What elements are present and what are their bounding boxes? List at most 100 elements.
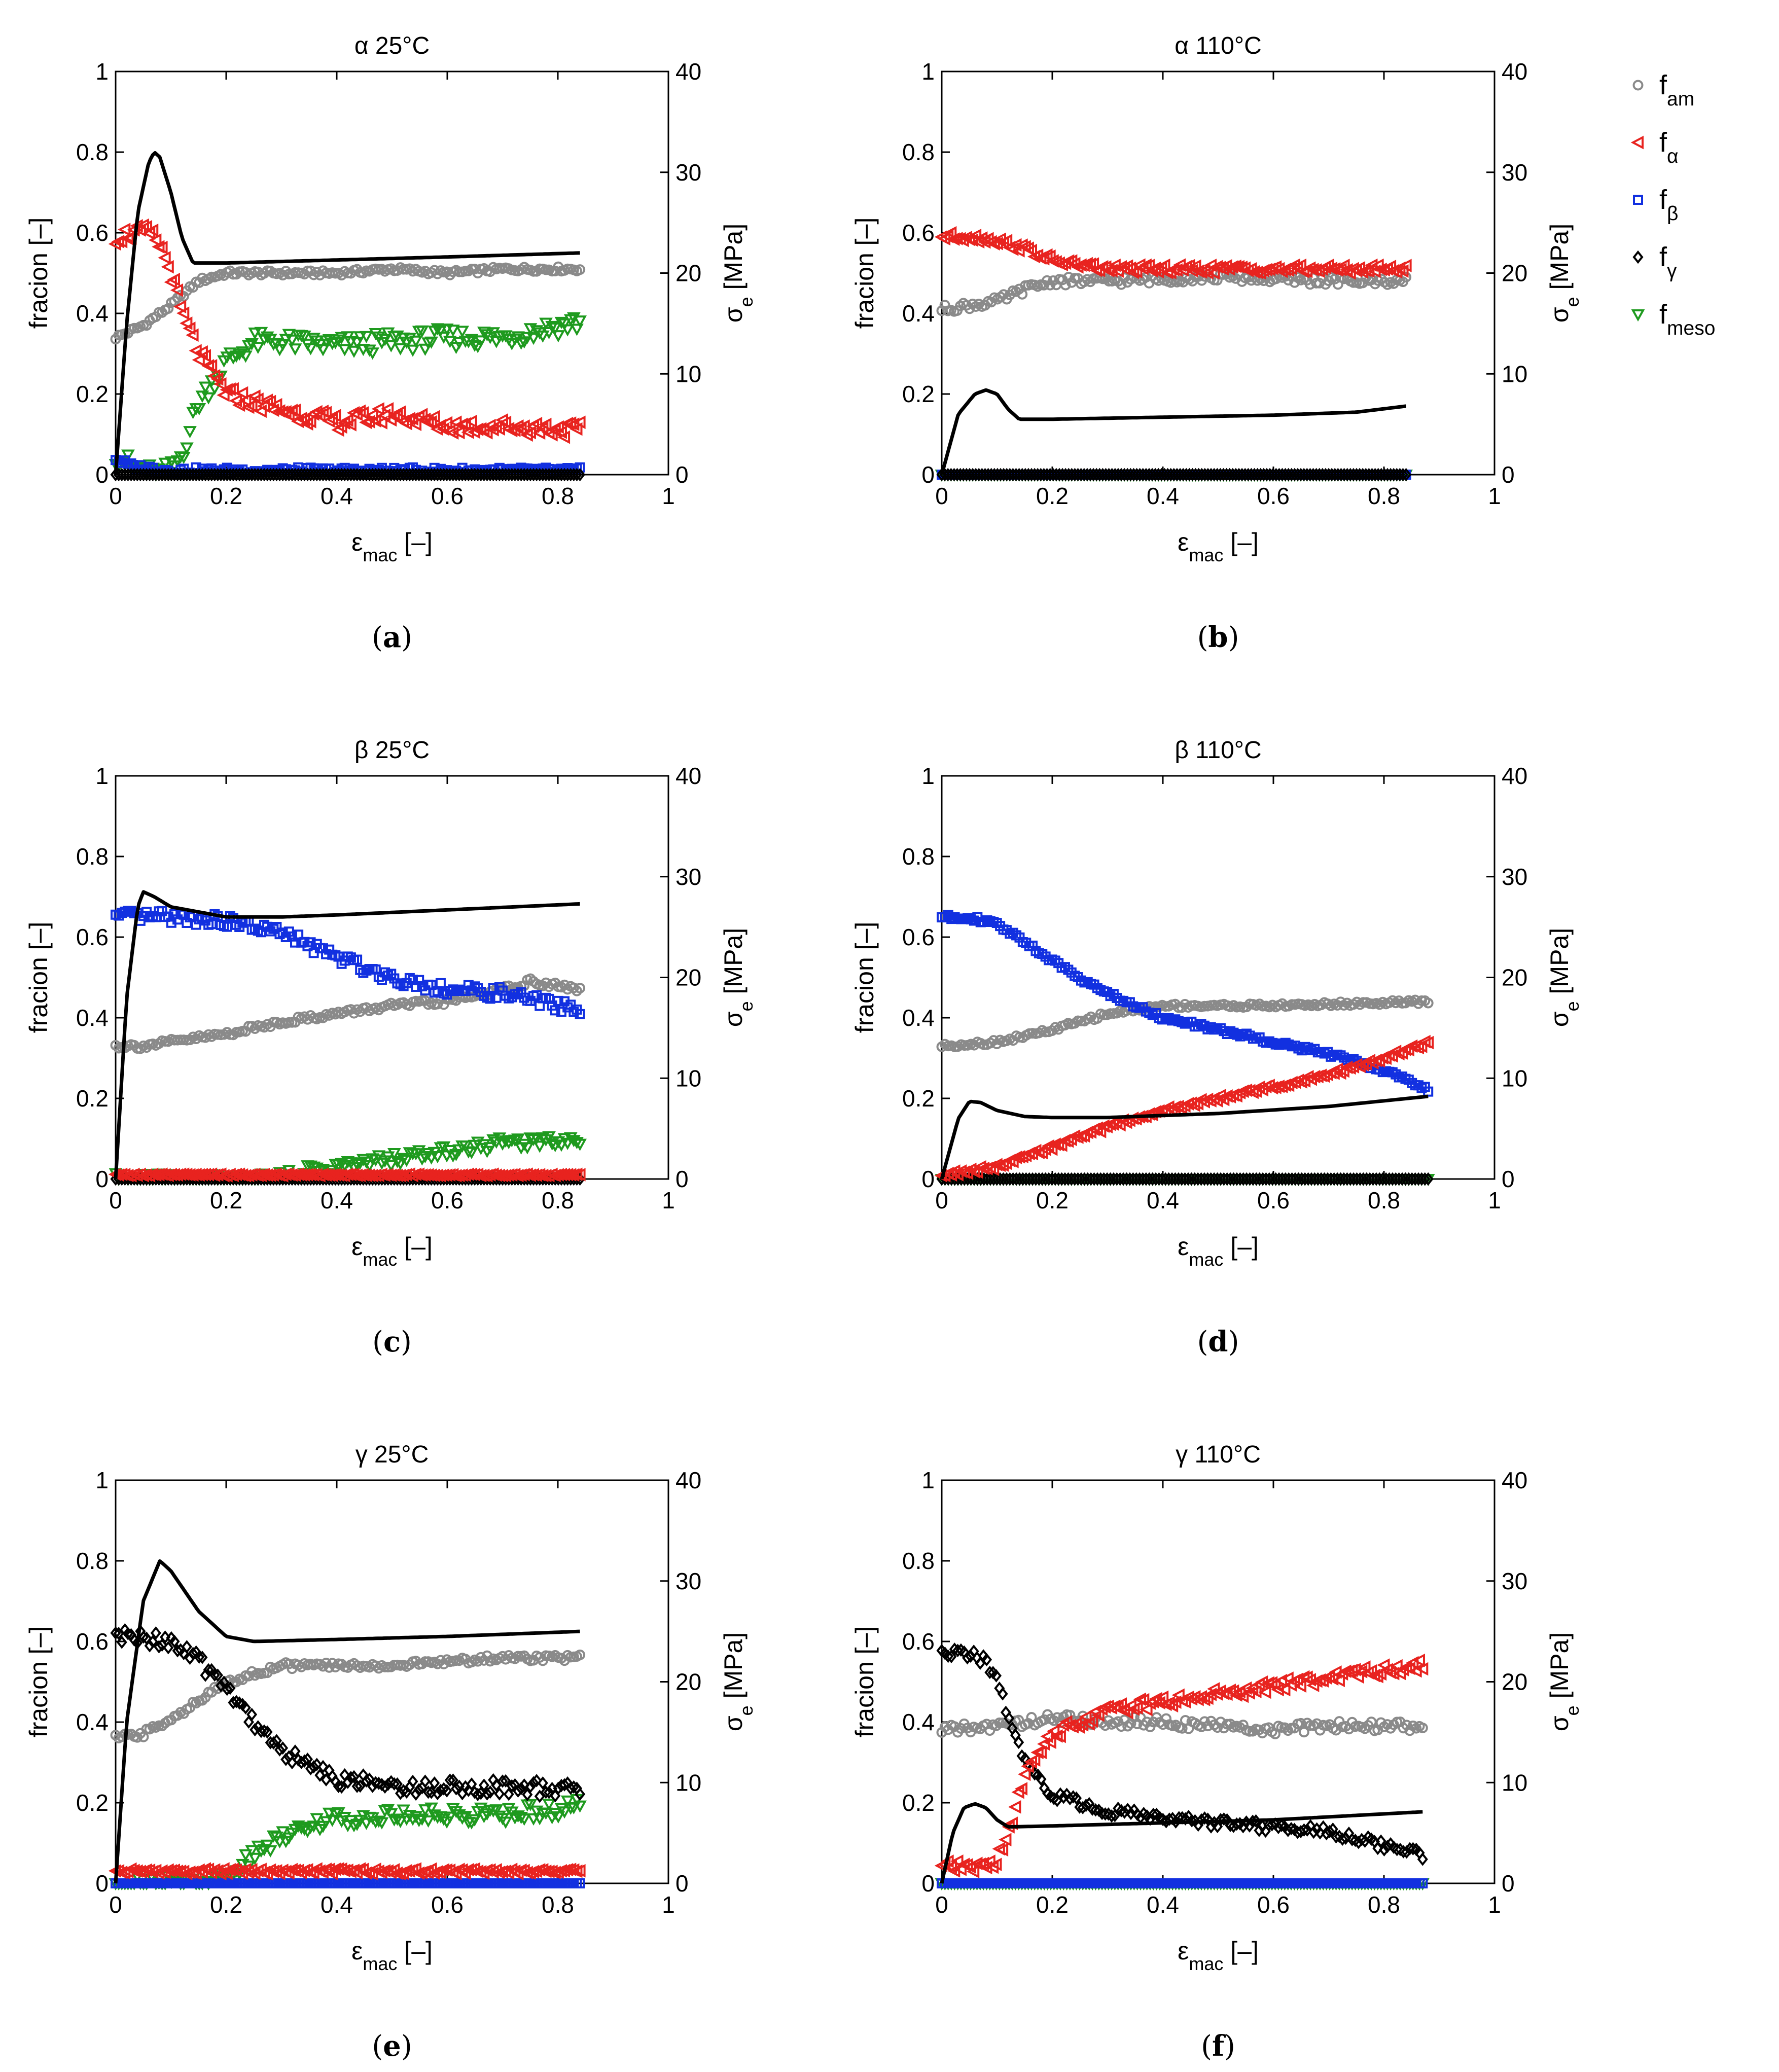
data-point-f_gamma [1298, 1823, 1309, 1837]
data-point-f_gamma [1407, 1842, 1418, 1855]
data-point-f_meso [554, 1139, 568, 1152]
y-tick-label-right: 10 [1502, 1769, 1527, 1796]
y-tick-label-right: 40 [675, 763, 701, 789]
x-tick-label: 0 [935, 483, 948, 509]
data-point-f_am [1199, 1001, 1210, 1012]
data-point-f_alpha [1188, 259, 1201, 273]
data-point-f_meso [434, 325, 448, 337]
data-point-f_beta [1163, 1013, 1174, 1023]
panel-caption: (b) [1197, 621, 1239, 654]
data-point-f_alpha [1293, 258, 1307, 272]
data-point-f_alpha [263, 395, 276, 409]
data-point-f_meso [458, 1140, 473, 1153]
data-point-f_meso [394, 343, 407, 355]
data-point-f_meso [260, 331, 274, 344]
y-tick-label-right: 10 [1502, 1065, 1527, 1091]
data-point-f_alpha [393, 405, 406, 419]
data-point-f_gamma [575, 1787, 586, 1801]
data-point-f_gamma [441, 1784, 452, 1798]
data-point-f_beta [1053, 958, 1064, 969]
data-point-f_beta [250, 923, 260, 934]
data-point-f_gamma [1337, 1832, 1348, 1846]
data-point-f_am [1366, 1717, 1377, 1728]
data-point-f_alpha [133, 223, 146, 237]
y-tick-label-right: 0 [675, 461, 689, 488]
data-point-f_gamma [1170, 1815, 1182, 1829]
data-point-f_gamma [1071, 1791, 1082, 1805]
data-point-f_meso [486, 1134, 501, 1147]
y-tick-label-left: 0.8 [902, 843, 935, 870]
data-point-f_alpha [180, 316, 193, 330]
data-point-f_meso [245, 1845, 259, 1857]
data-point-f_meso [353, 331, 367, 344]
y-axis-label-left: fracion [–] [850, 1626, 879, 1738]
data-point-f_meso [418, 1804, 432, 1817]
data-point-f_beta [463, 980, 474, 990]
data-point-f_alpha [1206, 266, 1220, 280]
data-point-f_beta [1338, 1052, 1349, 1063]
x-axis-label: εmac [–] [1178, 1937, 1259, 1974]
data-point-f_alpha [1095, 260, 1109, 274]
data-point-f_gamma [169, 1634, 180, 1649]
data-point-f_beta [138, 911, 149, 921]
data-point-f_gamma [984, 1665, 995, 1680]
data-point-f_gamma [466, 1777, 477, 1791]
data-point-f_gamma [147, 1635, 158, 1649]
x-tick-label: 0.6 [431, 1187, 464, 1213]
data-point-f_meso [201, 392, 216, 405]
data-point-f_gamma [450, 1782, 462, 1796]
data-point-f_meso [183, 426, 197, 439]
x-tick-label: 0.8 [1368, 1891, 1400, 1918]
data-point-f_beta [544, 993, 554, 1004]
data-point-f_alpha [1136, 1693, 1150, 1707]
data-point-f_meso [536, 1132, 550, 1145]
data-point-f_meso [480, 329, 494, 342]
data-point-f_gamma [1119, 1805, 1130, 1819]
data-point-f_beta [216, 920, 226, 930]
data-point-f_alpha [1157, 258, 1170, 272]
data-point-f_meso [532, 327, 547, 340]
data-point-f_alpha [999, 1833, 1012, 1847]
data-point-f_alpha [1420, 1035, 1434, 1050]
data-point-f_meso [316, 344, 330, 356]
data-point-f_meso [573, 315, 587, 328]
data-point-f_alpha [427, 410, 440, 424]
data-point-f_meso [325, 1814, 339, 1827]
y-tick-label-left: 0.4 [902, 1005, 935, 1031]
data-point-f_meso [347, 345, 361, 358]
data-point-f_gamma [370, 1776, 381, 1790]
data-point-f_meso [508, 1134, 522, 1147]
data-point-f_beta [991, 917, 1002, 928]
data-point-f_meso [554, 316, 568, 329]
data-point-f_alpha [1018, 1767, 1031, 1781]
data-point-f_beta [1205, 1022, 1216, 1032]
data-point-f_alpha [967, 1164, 980, 1178]
data-point-f_alpha [1332, 1673, 1345, 1688]
data-point-f_alpha [173, 300, 187, 314]
data-point-f_beta [479, 990, 489, 1001]
data-point-f_beta [1423, 1086, 1434, 1097]
y-tick-label-left: 0.4 [76, 1709, 109, 1735]
stress-curve [940, 1094, 1429, 1180]
data-point-f_alpha [1050, 1729, 1063, 1743]
data-point-f_am [994, 1717, 1005, 1728]
data-point-f_beta [324, 944, 335, 955]
data-point-f_meso [517, 1138, 531, 1151]
y-axis-label-right: σe [MPa] [719, 928, 757, 1027]
data-point-f_alpha [421, 415, 434, 430]
data-point-f_gamma [1382, 1840, 1393, 1853]
y-axis-label-left: fracion [–] [24, 922, 53, 1033]
data-point-f_meso [248, 1852, 262, 1865]
data-point-f_meso [248, 327, 262, 340]
data-point-f_meso [400, 1155, 414, 1167]
data-point-f_am [1017, 289, 1028, 300]
data-point-f_beta [1147, 1010, 1158, 1020]
data-point-f_meso [397, 1153, 411, 1165]
data-point-f_meso [360, 331, 373, 343]
data-point-f_alpha [1129, 265, 1143, 278]
stress-curve [114, 890, 580, 1180]
data-point-f_alpha [1365, 258, 1378, 272]
